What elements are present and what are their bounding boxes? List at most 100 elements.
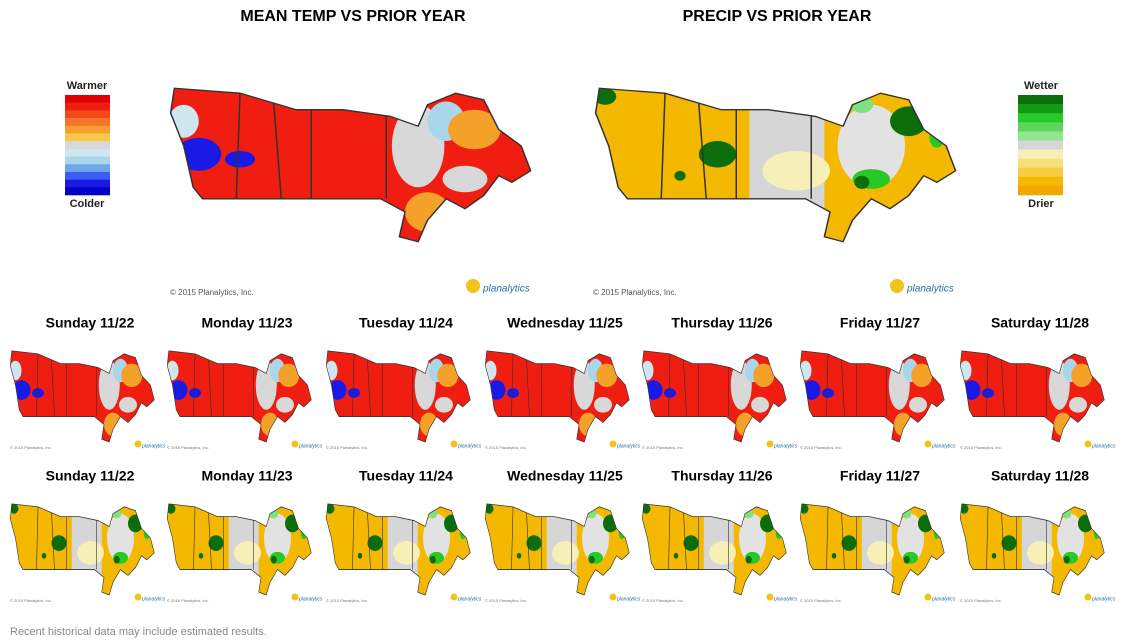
legend-label: Wetter <box>1024 80 1059 92</box>
copyright: © 2015 Planalytics, Inc. <box>960 445 1002 450</box>
day-label: Thursday 11/26 <box>671 315 772 331</box>
daily-map <box>640 499 790 597</box>
logo-icon <box>134 593 142 601</box>
day-label: Saturday 11/28 <box>991 468 1089 484</box>
legend-swatch <box>1018 158 1063 169</box>
legend-swatch <box>1018 167 1063 178</box>
legend-swatch <box>1018 149 1063 159</box>
temp-map <box>165 80 540 245</box>
logo: planalytics <box>1091 443 1116 449</box>
daily-map <box>798 499 948 597</box>
legend-swatch <box>1018 176 1063 187</box>
legend-swatch <box>65 118 110 127</box>
legend-swatch <box>65 179 110 188</box>
legend-scale <box>65 95 110 196</box>
daily-maps: Sunday 11/22© 2015 Planalytics, Inc. plan… <box>8 315 1116 603</box>
logo: planalytics <box>298 443 323 449</box>
day-label: Monday 11/23 <box>201 315 292 331</box>
copyright: © 2015 Planalytics, Inc. <box>326 445 368 450</box>
logo: planalytics <box>141 596 166 602</box>
legend-swatch <box>65 125 110 134</box>
copyright: © 2015 Planalytics, Inc. <box>485 445 527 450</box>
logo-icon <box>134 440 142 448</box>
day-label: Saturday 11/28 <box>991 315 1089 331</box>
copyright: © 2015 Planalytics, Inc. <box>10 598 52 603</box>
day-label: Wednesday 11/25 <box>507 315 623 331</box>
logo: planalytics <box>482 284 530 295</box>
logo: planalytics <box>773 443 798 449</box>
logo-icon <box>1084 440 1092 448</box>
day-label: Tuesday 11/24 <box>359 468 453 484</box>
legend-swatch <box>65 164 110 173</box>
daily-map <box>165 346 315 444</box>
copyright: © 2015 Planalytics, Inc. <box>167 598 209 603</box>
legend-swatch <box>1018 122 1063 132</box>
copyright: © 2015 Planalytics, Inc. <box>10 445 52 450</box>
copyright: © 2015 Planalytics, Inc. <box>800 598 842 603</box>
logo-icon <box>766 440 774 448</box>
logo: planalytics <box>457 443 482 449</box>
logo: planalytics <box>1091 596 1116 602</box>
copyright: © 2015 Planalytics, Inc. <box>800 445 842 450</box>
legend-swatch <box>1018 131 1063 141</box>
legend-scale <box>1018 95 1063 196</box>
daily-map <box>324 499 474 597</box>
copyright: © 2015 Planalytics, Inc. <box>170 288 254 297</box>
legend-swatch <box>65 141 110 150</box>
logo-icon <box>766 593 774 601</box>
copyright: © 2015 Planalytics, Inc. <box>593 288 677 297</box>
logo-icon <box>291 440 299 448</box>
logo-icon <box>609 593 617 601</box>
day-label: Monday 11/23 <box>201 468 292 484</box>
legend-swatch <box>65 102 110 111</box>
logo-icon <box>924 440 932 448</box>
copyright: © 2015 Planalytics, Inc. <box>960 598 1002 603</box>
logo-icon <box>609 440 617 448</box>
logo: planalytics <box>457 596 482 602</box>
logo-icon <box>466 279 480 293</box>
footnote: Recent historical data may include estim… <box>10 626 267 638</box>
legend-swatch <box>65 148 110 157</box>
copyright: © 2015 Planalytics, Inc. <box>485 598 527 603</box>
precip-map <box>590 80 965 245</box>
daily-map <box>483 346 633 444</box>
day-label: Friday 11/27 <box>840 468 920 484</box>
day-label: Wednesday 11/25 <box>507 468 623 484</box>
legend-label: Drier <box>1028 198 1054 210</box>
legend-swatch <box>65 133 110 142</box>
logo: planalytics <box>906 284 954 295</box>
day-label: Tuesday 11/24 <box>359 315 453 331</box>
legend-swatch <box>65 95 110 103</box>
logo-icon <box>924 593 932 601</box>
legend-swatch <box>1018 113 1063 123</box>
logo: planalytics <box>298 596 323 602</box>
legend-swatch <box>65 110 110 119</box>
logo: planalytics <box>616 443 641 449</box>
logo-icon <box>890 279 904 293</box>
logo-icon <box>291 593 299 601</box>
daily-map <box>640 346 790 444</box>
copyright: © 2015 Planalytics, Inc. <box>642 598 684 603</box>
legend-label: Warmer <box>67 80 108 92</box>
legend-label: Colder <box>70 198 106 210</box>
legend-swatch <box>65 171 110 180</box>
logo: planalytics <box>931 443 956 449</box>
logo-icon <box>450 440 458 448</box>
day-label: Sunday 11/22 <box>46 468 135 484</box>
legend-swatch <box>1018 140 1063 150</box>
legend-swatch <box>1018 185 1063 196</box>
day-label: Sunday 11/22 <box>46 315 135 331</box>
daily-map <box>8 499 158 597</box>
logo: planalytics <box>141 443 166 449</box>
daily-map <box>483 499 633 597</box>
logo: planalytics <box>931 596 956 602</box>
map-title: MEAN TEMP VS PRIOR YEAR <box>240 8 466 25</box>
copyright: © 2015 Planalytics, Inc. <box>326 598 368 603</box>
daily-map <box>324 346 474 444</box>
daily-map <box>958 346 1108 444</box>
copyright: © 2015 Planalytics, Inc. <box>642 445 684 450</box>
daily-map <box>8 346 158 444</box>
day-label: Thursday 11/26 <box>671 468 772 484</box>
day-label: Friday 11/27 <box>840 315 920 331</box>
